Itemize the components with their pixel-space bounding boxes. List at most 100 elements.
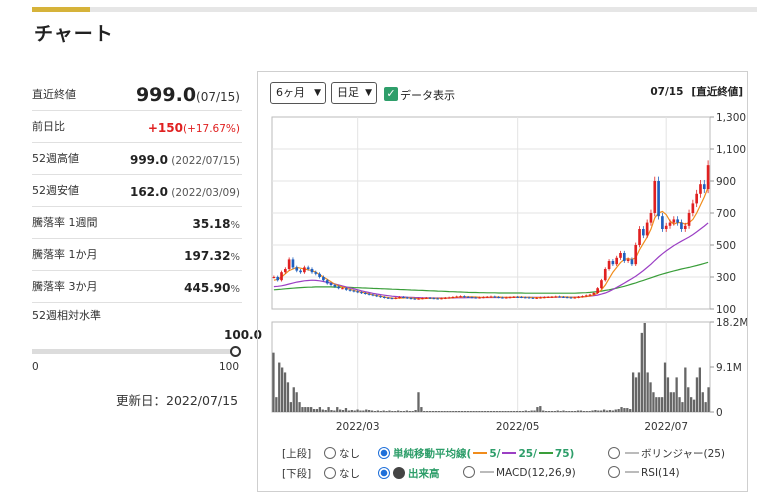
- candle-body: [390, 298, 394, 300]
- upper-none-option[interactable]: なし: [324, 446, 360, 461]
- candle-body: [360, 292, 363, 294]
- volume-bar: [582, 411, 585, 412]
- candle-body: [386, 297, 390, 299]
- volume-bar: [507, 411, 510, 412]
- stat-value: 197.32%: [184, 249, 240, 263]
- volume-bar: [675, 377, 678, 412]
- volume-bar: [629, 409, 632, 412]
- candle-body: [630, 259, 634, 265]
- rsi-option[interactable]: RSI(14): [608, 466, 680, 479]
- candle-body: [649, 213, 653, 223]
- stat-label: 騰落率 1週間: [32, 216, 98, 229]
- relative-level-label: 52週相対水準: [32, 309, 101, 322]
- stats-table: 直近終値 999.0(07/15) 前日比 +150(+17.67%) 52週高値 999…: [32, 74, 242, 303]
- volume-bar: [388, 410, 391, 412]
- candle-body: [527, 297, 531, 299]
- volume-bar: [501, 411, 504, 412]
- chart-panel: 6ヶ月 ▼ 日足 ▼ ✓ データ表示 07/15 [直近終値] 1,300 1,100 9…: [257, 71, 748, 492]
- price-tick-label: 300: [716, 272, 736, 284]
- chart-price-type: [直近終値]: [691, 86, 743, 98]
- volume-bar: [602, 409, 606, 412]
- candle-body: [523, 297, 527, 299]
- candle-body: [322, 277, 325, 281]
- candle-body: [470, 297, 474, 299]
- candle-body: [573, 297, 577, 299]
- candle-body: [702, 184, 706, 189]
- volume-bar: [562, 410, 565, 412]
- stat-label: 騰落率 3か月: [32, 280, 98, 293]
- volume-bar: [571, 411, 574, 412]
- candle-body: [584, 295, 588, 297]
- rsi-legend-line: [625, 471, 639, 473]
- volume-bar: [669, 392, 672, 412]
- candle-body: [664, 225, 668, 229]
- price-tick-label: 700: [716, 208, 736, 220]
- candle-body: [634, 245, 638, 265]
- volume-bar: [658, 397, 661, 412]
- volume-bar: [623, 408, 626, 412]
- data-display-checkbox[interactable]: ✓: [384, 87, 398, 101]
- volume-bar: [373, 411, 377, 412]
- volume-bar: [672, 392, 675, 412]
- relative-level-knob: [230, 346, 241, 357]
- candle-body: [348, 289, 352, 291]
- volume-bar: [365, 409, 368, 412]
- chart-date: 07/15: [650, 86, 684, 98]
- volume-bar: [376, 410, 380, 412]
- candle-body: [645, 222, 649, 236]
- candle-body: [508, 297, 512, 299]
- ma25-legend-line: [502, 452, 517, 454]
- interval-select[interactable]: 日足 ▼: [331, 82, 377, 104]
- lower-none-option[interactable]: なし: [324, 466, 360, 481]
- volume-bar: [611, 410, 614, 412]
- candle-body: [299, 270, 302, 273]
- bollinger-option[interactable]: ボリンジャー(25): [608, 446, 725, 461]
- stat-value: 445.90%: [184, 281, 240, 295]
- stat-row: 52週高値 999.0 (2022/07/15): [32, 143, 242, 175]
- ma5-legend-line: [473, 452, 488, 454]
- volume-bar: [666, 377, 670, 412]
- radio-on-icon: [378, 447, 390, 459]
- candle-body: [440, 298, 443, 300]
- stat-row: 騰落率 3か月 445.90%: [32, 271, 242, 303]
- macd-option[interactable]: MACD(12,26,9): [463, 466, 576, 479]
- volume-bar: [504, 411, 507, 412]
- candle-body: [542, 297, 546, 299]
- volume-option[interactable]: 出来高: [378, 466, 440, 481]
- stat-value: 999.0 (2022/07/15): [130, 153, 240, 167]
- sma-option[interactable]: 単純移動平均線(5/25/75): [378, 446, 574, 461]
- volume-bar: [547, 411, 551, 412]
- stat-value-sub: (+17.67%): [182, 123, 240, 135]
- candle-body: [504, 297, 508, 299]
- volume-bar: [489, 411, 493, 412]
- section-accent: [32, 7, 90, 12]
- candle-body: [661, 216, 664, 229]
- candle-body: [489, 296, 493, 298]
- volume-bar: [286, 382, 290, 412]
- candle-body: [691, 203, 695, 213]
- candle-body: [329, 283, 333, 285]
- volume-bar: [475, 411, 478, 412]
- volume-bar: [339, 409, 342, 412]
- volume-bar: [359, 410, 362, 412]
- period-select[interactable]: 6ヶ月 ▼: [270, 82, 326, 104]
- volume-bar: [565, 411, 568, 412]
- upper-label: [上段]: [282, 448, 312, 460]
- candle-body: [337, 286, 340, 289]
- price-tick-label: 500: [716, 240, 736, 252]
- volume-bar: [530, 410, 533, 412]
- candle-body: [562, 296, 565, 298]
- volume-bar: [443, 411, 446, 412]
- section-title: チャート: [34, 23, 114, 45]
- volume-bar: [411, 411, 414, 412]
- stat-row: 直近終値 999.0(07/15): [32, 74, 242, 111]
- stat-value: +150(+17.67%): [148, 121, 240, 135]
- stat-label: 52週高値: [32, 152, 79, 165]
- volume-bar: [307, 407, 310, 412]
- volume-bar: [304, 407, 307, 412]
- volume-bar: [344, 408, 348, 412]
- volume-bar: [463, 411, 467, 412]
- volume-bar: [283, 372, 287, 412]
- stat-value-main: 999.0: [135, 84, 197, 106]
- volume-legend-icon: [393, 467, 405, 479]
